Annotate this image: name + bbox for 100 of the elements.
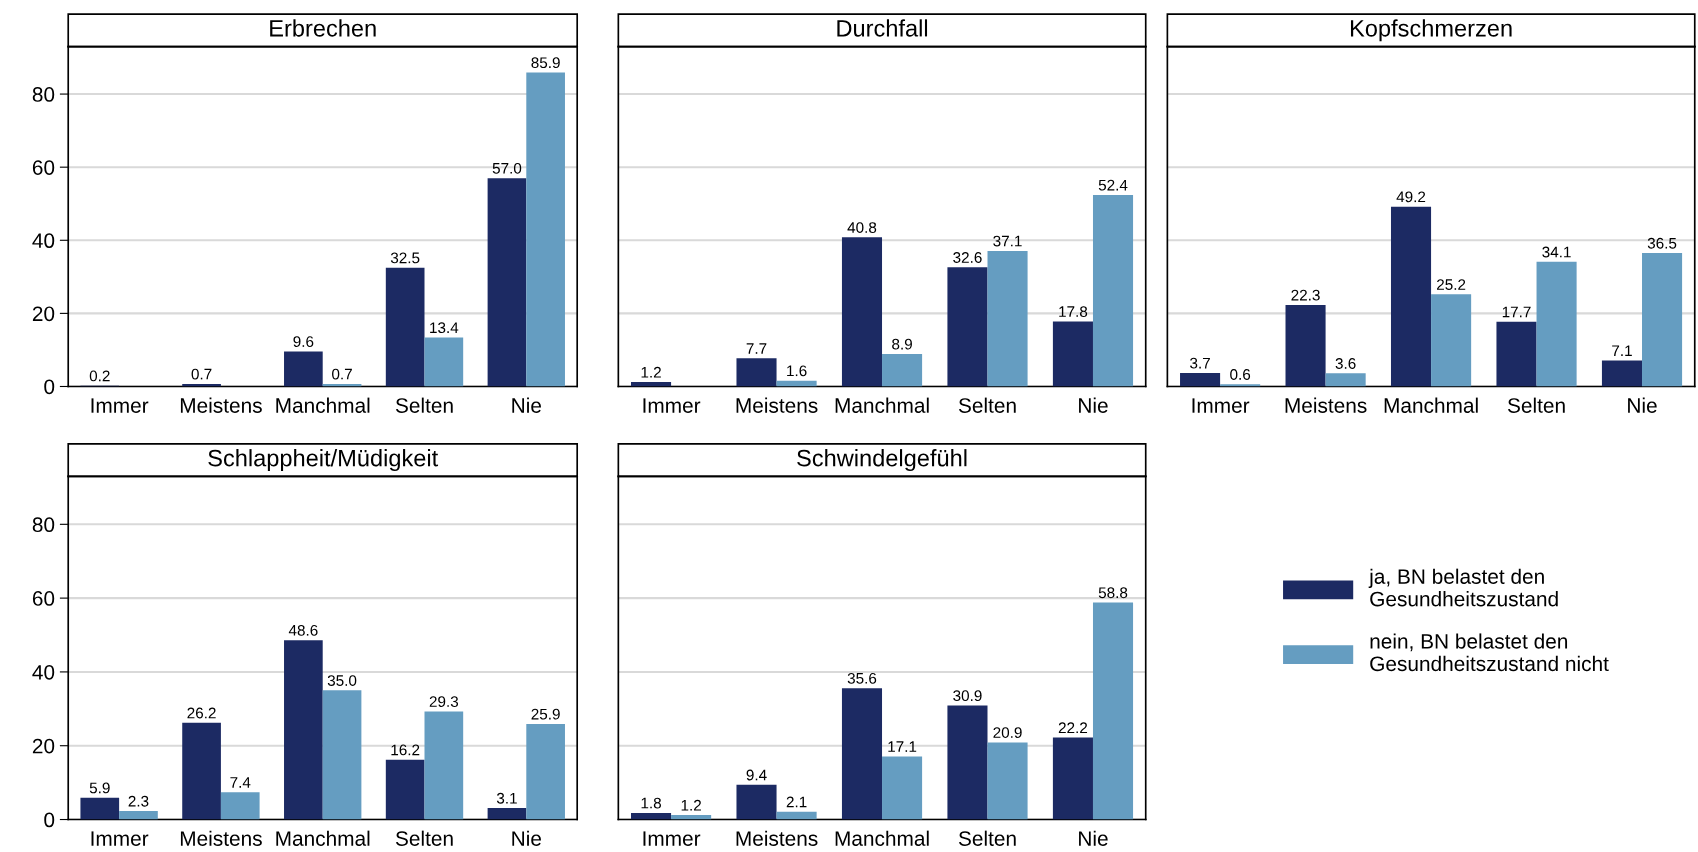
bar bbox=[1052, 321, 1093, 387]
data-label: 48.6 bbox=[288, 624, 318, 636]
data-label: 7.7 bbox=[746, 343, 767, 354]
x-tick-label: Immer bbox=[1192, 398, 1250, 413]
x-tick-label: Selten bbox=[1507, 397, 1565, 413]
bar bbox=[776, 811, 817, 820]
bar bbox=[1092, 194, 1134, 387]
y-tick-label: 80 bbox=[32, 517, 55, 533]
bar bbox=[182, 722, 221, 820]
data-label: 3.6 bbox=[1335, 358, 1356, 369]
data-label: 34.1 bbox=[1542, 246, 1571, 258]
bar bbox=[1325, 373, 1366, 387]
bar bbox=[424, 337, 464, 387]
data-label: 3.1 bbox=[496, 792, 517, 804]
x-tick-label: Nie bbox=[512, 830, 541, 846]
x-tick-label: Manchmal bbox=[835, 830, 929, 846]
data-label: 85.9 bbox=[531, 57, 560, 69]
data-label: 13.4 bbox=[430, 322, 459, 334]
data-label: 1.2 bbox=[681, 799, 701, 811]
x-tick-label: Manchmal bbox=[1384, 397, 1478, 413]
x-tick-label: Selten bbox=[395, 830, 453, 846]
bar bbox=[526, 723, 565, 820]
x-tick-label: Manchmal bbox=[276, 830, 370, 846]
y-tick-label: 40 bbox=[32, 233, 55, 249]
bar bbox=[322, 690, 362, 820]
data-label: 8.9 bbox=[892, 338, 912, 350]
bar bbox=[987, 250, 1028, 387]
data-label: 57.0 bbox=[492, 162, 522, 174]
bar bbox=[1431, 294, 1472, 387]
y-tick-label: 40 bbox=[32, 664, 55, 680]
bar bbox=[1496, 321, 1537, 387]
bar bbox=[487, 808, 527, 820]
data-label: 0.7 bbox=[332, 368, 352, 380]
data-label: 49.2 bbox=[1396, 191, 1426, 203]
x-tick-label: Selten bbox=[395, 397, 453, 413]
y-tick-label: 60 bbox=[32, 160, 55, 175]
data-label: 1.2 bbox=[641, 366, 661, 378]
y-tick-label: 80 bbox=[32, 87, 55, 102]
bar bbox=[882, 756, 923, 820]
y-tick-label: 0 bbox=[44, 812, 55, 828]
chart-title: Erbrechen bbox=[270, 19, 376, 37]
x-tick-label: Nie bbox=[512, 397, 541, 413]
x-tick-label: Meistens bbox=[180, 830, 262, 846]
bar bbox=[736, 784, 777, 820]
data-label: 3.7 bbox=[1190, 357, 1210, 369]
data-label: 20.9 bbox=[993, 727, 1022, 738]
bar bbox=[1601, 360, 1643, 387]
data-label: 30.9 bbox=[953, 690, 982, 702]
legend-label: nein, BN belastet den Gesundheitszustand nicht bbox=[1370, 633, 1609, 672]
bar bbox=[385, 759, 425, 820]
bar bbox=[1092, 602, 1134, 820]
bar bbox=[119, 811, 158, 820]
x-tick-label: Immer bbox=[643, 398, 701, 413]
chart-title: Schlappheit/Müdigkeit bbox=[208, 449, 439, 472]
chart-title: Schwindelgefühl bbox=[797, 449, 967, 472]
data-label: 37.1 bbox=[993, 235, 1022, 247]
bar bbox=[631, 812, 672, 820]
x-tick-label: Meistens bbox=[736, 830, 818, 846]
data-label: 2.3 bbox=[128, 795, 149, 807]
bar bbox=[284, 351, 323, 387]
bar bbox=[1390, 206, 1432, 387]
x-tick-label: Meistens bbox=[180, 397, 262, 413]
data-label: 22.3 bbox=[1291, 289, 1320, 301]
x-tick-label: Immer bbox=[91, 398, 149, 413]
bar bbox=[1285, 304, 1326, 387]
y-tick-label: 0 bbox=[44, 379, 55, 395]
bar bbox=[220, 792, 260, 820]
data-label: 16.2 bbox=[391, 744, 420, 756]
data-label: 52.4 bbox=[1098, 179, 1128, 191]
bar bbox=[284, 640, 323, 820]
x-tick-label: Selten bbox=[958, 397, 1016, 413]
bar bbox=[1642, 253, 1683, 387]
bar bbox=[987, 742, 1028, 820]
data-label: 40.8 bbox=[847, 222, 877, 233]
legend-label: ja, BN belastet den Gesundheitszustand bbox=[1368, 568, 1558, 607]
data-label: 25.2 bbox=[1437, 279, 1466, 290]
bar bbox=[526, 72, 565, 387]
data-label: 9.4 bbox=[746, 769, 767, 781]
bar bbox=[424, 711, 464, 820]
bar bbox=[1052, 737, 1093, 820]
x-tick-label: Meistens bbox=[1285, 397, 1367, 413]
chart-title: Durchfall bbox=[837, 19, 928, 37]
data-label: 32.5 bbox=[390, 252, 420, 264]
x-tick-label: Immer bbox=[643, 831, 701, 846]
data-label: 17.7 bbox=[1502, 306, 1531, 318]
data-label: 58.8 bbox=[1098, 587, 1128, 599]
data-label: 7.1 bbox=[1612, 345, 1632, 356]
bar bbox=[841, 688, 883, 820]
data-label: 35.6 bbox=[847, 672, 877, 684]
bar bbox=[841, 237, 883, 387]
data-label: 9.6 bbox=[293, 336, 314, 347]
y-tick-label: 20 bbox=[32, 306, 55, 322]
bar bbox=[80, 797, 120, 820]
bar bbox=[1180, 372, 1221, 387]
data-label: 22.2 bbox=[1058, 722, 1088, 734]
bar bbox=[736, 358, 777, 387]
bar bbox=[1220, 384, 1261, 387]
data-label: 0.6 bbox=[1230, 369, 1251, 380]
data-label: 26.2 bbox=[187, 707, 216, 719]
data-label: 0.7 bbox=[191, 368, 212, 380]
